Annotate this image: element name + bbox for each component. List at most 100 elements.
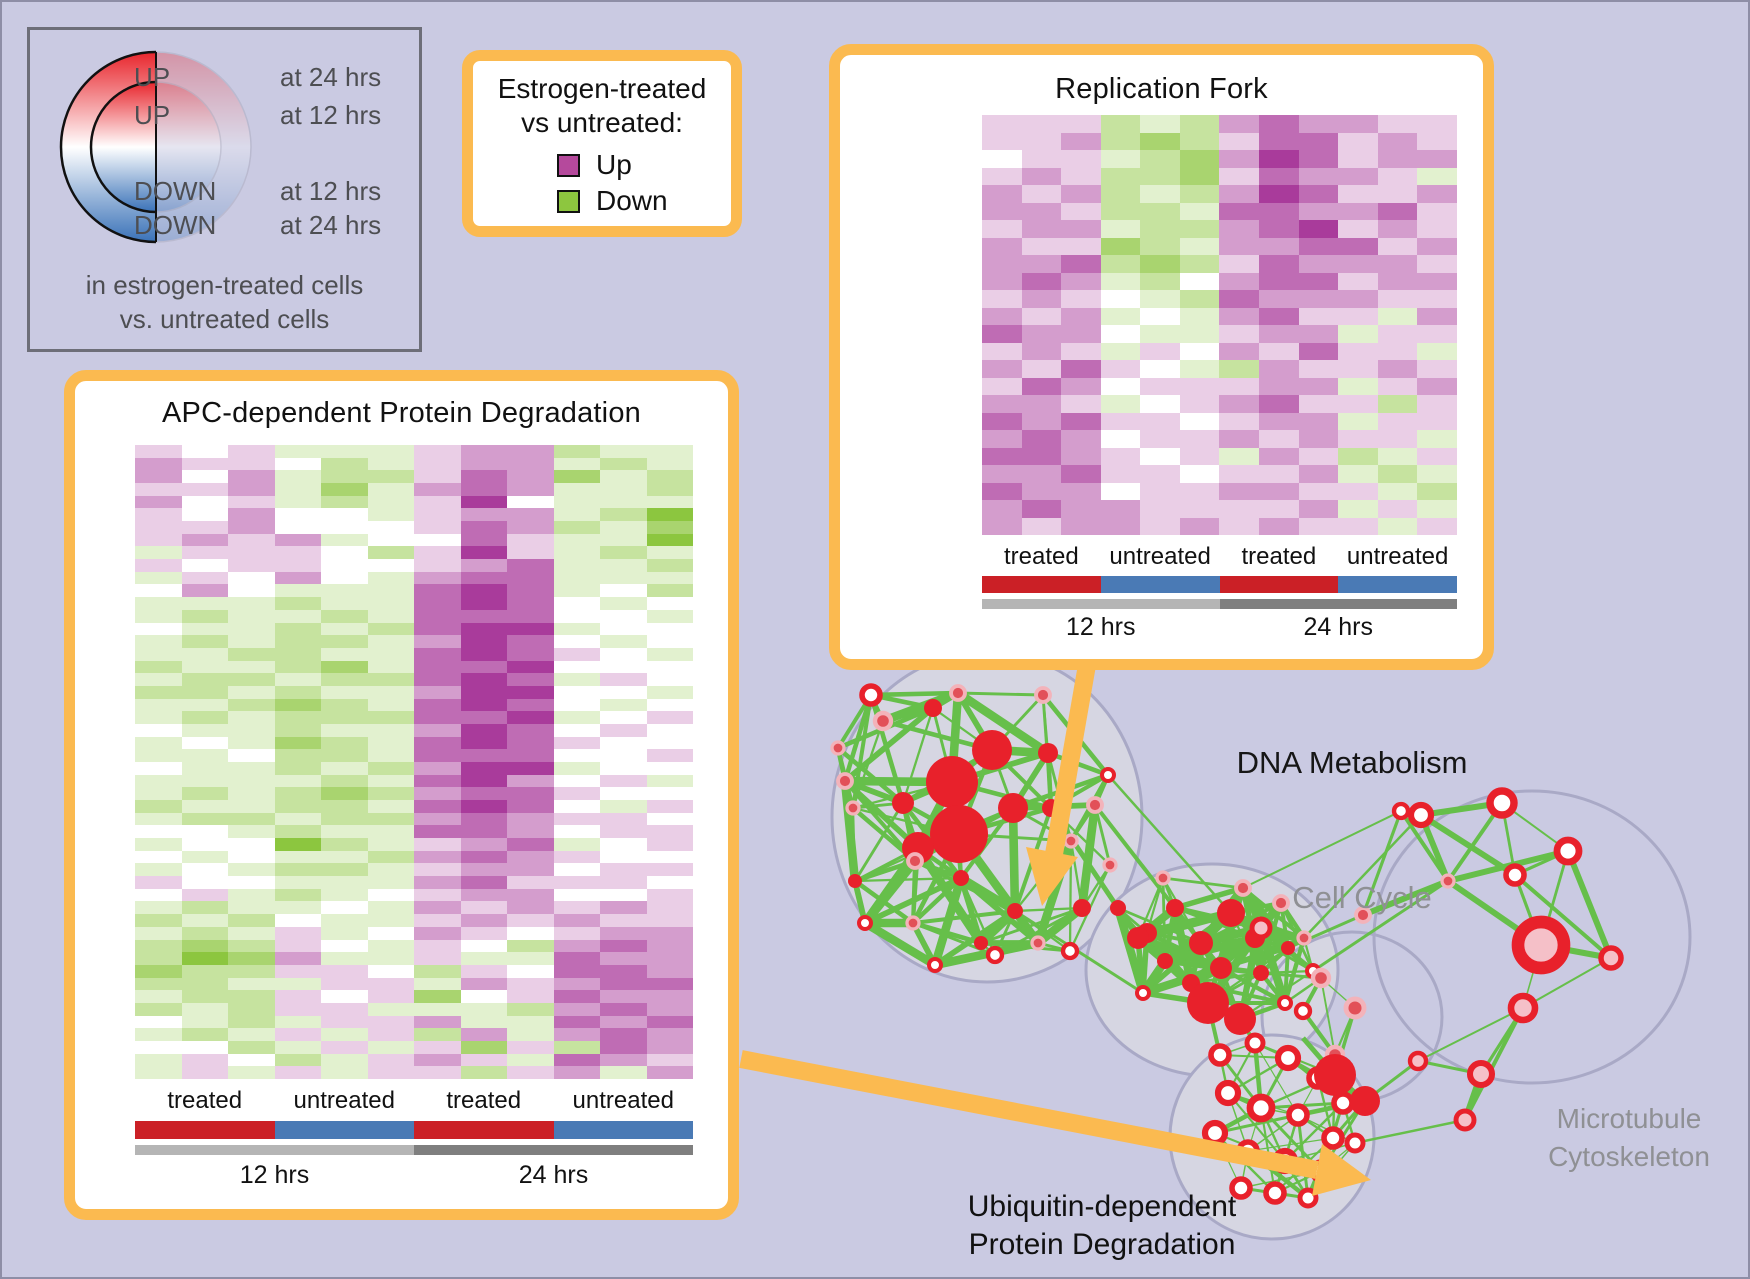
heatmap-cell xyxy=(367,749,414,762)
heatmap-cell xyxy=(646,723,693,737)
heatmap-cell xyxy=(228,571,275,585)
heatmap-cell xyxy=(982,237,1022,255)
heatmap-cell xyxy=(553,584,600,598)
heatmap-cell xyxy=(1259,447,1299,465)
heatmap-cell xyxy=(1061,517,1101,535)
gene-node-dot xyxy=(1234,879,1252,897)
gene-node-solid xyxy=(1110,900,1126,916)
heatmap-cell xyxy=(228,483,275,496)
heatmap-cell xyxy=(460,952,507,965)
heatmap-cell xyxy=(274,457,321,471)
rf-time-bars xyxy=(982,599,1457,609)
heatmap-cell xyxy=(553,1066,600,1079)
heatmap-cell xyxy=(1100,360,1141,378)
heatmap-cell xyxy=(982,360,1022,378)
heatmap-cell xyxy=(1417,150,1457,168)
gene-node-solid xyxy=(1189,931,1213,955)
heatmap-cell xyxy=(460,1028,507,1041)
heatmap-cell xyxy=(982,412,1022,430)
heatmap-cell xyxy=(1259,465,1299,483)
heatmap-cell xyxy=(600,800,647,813)
heatmap-cell xyxy=(181,863,228,877)
heatmap-cell xyxy=(460,1040,507,1054)
heatmap-cell xyxy=(228,762,275,775)
heatmap-cell xyxy=(600,508,647,522)
heatmap-cell xyxy=(414,1002,461,1016)
heatmap-cell xyxy=(1338,115,1378,133)
heatmap-cell xyxy=(600,926,647,940)
heatmap-cell xyxy=(982,377,1022,395)
gene-node-solid xyxy=(1314,1054,1356,1096)
heatmap-cell xyxy=(507,673,554,686)
heatmap-cell xyxy=(553,533,600,547)
heatmap-cell xyxy=(1298,255,1339,273)
heatmap-cell xyxy=(460,647,507,661)
heatmap-cell xyxy=(600,1040,647,1054)
heatmap-cell xyxy=(646,673,693,686)
heatmap-cell xyxy=(507,483,554,496)
gene-node-ring-white xyxy=(859,683,883,707)
heatmap-cell xyxy=(1417,255,1457,273)
heatmap-cell xyxy=(460,609,507,623)
heatmap-cell xyxy=(600,990,647,1003)
heatmap-cell xyxy=(274,977,321,991)
network-edge xyxy=(1446,801,1504,883)
heatmap-cell xyxy=(367,952,414,965)
legend-time-24: at 24 hrs xyxy=(280,62,382,92)
heatmap-cell xyxy=(460,597,507,610)
heatmap-cell xyxy=(553,800,600,813)
heatmap-cell xyxy=(507,723,554,737)
heatmap-cell xyxy=(646,1066,693,1079)
heatmap-cell xyxy=(181,673,228,686)
gene-node-dot xyxy=(1155,870,1171,886)
time-label: 24 hrs xyxy=(1303,613,1373,641)
heatmap-cell xyxy=(600,533,647,547)
heatmap-cell xyxy=(1377,342,1418,360)
heatmap-cell xyxy=(414,622,461,636)
gene-node-dot xyxy=(830,740,846,756)
gene-node-ring-white xyxy=(1407,801,1435,829)
heatmap-cell xyxy=(1140,395,1180,413)
heatmap-cell xyxy=(181,647,228,661)
heatmap-cell xyxy=(1259,290,1299,308)
heatmap-cell xyxy=(181,749,228,762)
heatmap-cell xyxy=(1140,185,1180,203)
heatmap-cell xyxy=(1061,500,1101,518)
heatmap-cell xyxy=(367,1053,414,1067)
heatmap-cell xyxy=(135,457,182,471)
heatmap-cell xyxy=(367,838,414,851)
heatmap-cell xyxy=(1140,447,1180,465)
heatmap-cell xyxy=(1021,237,1062,255)
heatmap-cell xyxy=(1100,500,1141,518)
heatmap-cell xyxy=(1298,115,1339,133)
heatmap-cell xyxy=(553,723,600,737)
heatmap-cell xyxy=(321,673,368,686)
heatmap-cell xyxy=(553,508,600,522)
heatmap-cell xyxy=(1021,290,1062,308)
heatmap-cell xyxy=(507,1066,554,1079)
heatmap-cell xyxy=(135,635,182,648)
heatmap-cell xyxy=(1377,202,1418,220)
heatmap-cell xyxy=(1377,430,1418,448)
heatmap-cell xyxy=(414,876,461,889)
heatmap-cell xyxy=(1377,185,1418,203)
heatmap-cell xyxy=(600,787,647,801)
network-edge xyxy=(955,689,1051,757)
heatmap-cell xyxy=(982,447,1022,465)
heatmap-cell xyxy=(553,888,600,902)
heatmap-cell xyxy=(553,559,600,572)
heatmap-cell xyxy=(1179,132,1220,150)
heatmap-cell xyxy=(1298,430,1339,448)
gene-node-solid xyxy=(1127,927,1149,949)
heatmap-cell xyxy=(1338,220,1378,238)
heatmap-cell xyxy=(1219,167,1260,185)
heatmap-cell xyxy=(1021,255,1062,273)
heatmap-cell xyxy=(1259,272,1299,290)
heatmap-cell xyxy=(646,1028,693,1041)
heatmap-cell xyxy=(1179,272,1220,290)
heatmap-cell xyxy=(507,838,554,851)
heatmap-cell xyxy=(321,964,368,978)
heatmap-cell xyxy=(1298,290,1339,308)
gene-node-ring-white xyxy=(1553,836,1583,866)
condition-bar xyxy=(414,1121,554,1139)
